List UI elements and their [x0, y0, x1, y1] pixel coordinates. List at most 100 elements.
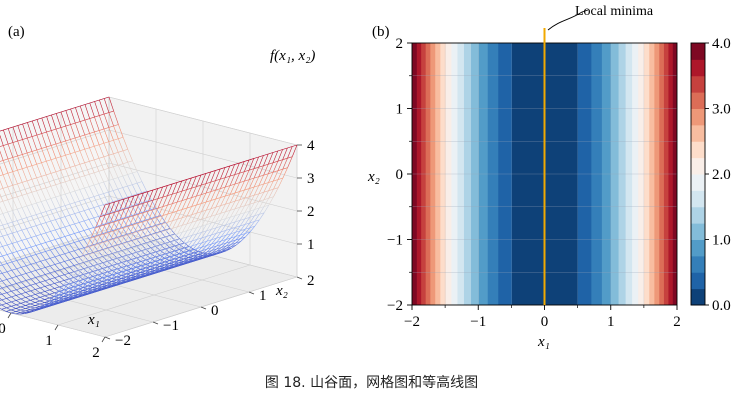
- mesh-line: [239, 181, 245, 192]
- mesh-line: [206, 216, 212, 225]
- mesh-line: [64, 205, 71, 216]
- mesh-line: [153, 225, 159, 235]
- mesh-line: [249, 226, 255, 233]
- mesh-line: [76, 269, 82, 278]
- mesh-line: [50, 173, 56, 185]
- mesh-line: [174, 245, 180, 250]
- mesh-line: [0, 190, 147, 238]
- mesh-line: [16, 231, 22, 241]
- mesh-line: [177, 238, 183, 246]
- mesh-line: [167, 241, 174, 249]
- mesh-line: [40, 223, 46, 234]
- y-tick-label: 1: [396, 102, 404, 118]
- mesh-line: [96, 274, 102, 281]
- mesh-line: [216, 231, 222, 239]
- mesh-line: [7, 186, 13, 199]
- mesh-line: [17, 170, 23, 183]
- mesh-line: [221, 242, 227, 248]
- mesh-line: [40, 287, 46, 292]
- mesh-line: [273, 179, 279, 190]
- mesh-line: [0, 150, 4, 161]
- mesh-line: [112, 211, 118, 221]
- axes-panes: [0, 96, 299, 338]
- mesh-line: [119, 256, 126, 264]
- mesh-line: [235, 234, 241, 241]
- mesh-line: [20, 303, 26, 306]
- mesh-line: [115, 257, 121, 266]
- mesh-line: [287, 146, 293, 159]
- mesh-line: [84, 175, 90, 187]
- mesh-line: [11, 232, 18, 243]
- mesh-line: [54, 283, 60, 288]
- mesh-line: [239, 189, 245, 200]
- colorbar-segment: [691, 239, 705, 257]
- mesh-line: [181, 179, 187, 192]
- mesh-line: [143, 235, 149, 245]
- mesh-line: [11, 309, 16, 312]
- mesh-line: [113, 166, 119, 178]
- mesh-line: [103, 128, 109, 142]
- mesh-line: [114, 220, 120, 231]
- mesh-line: [0, 277, 3, 282]
- mesh-line: [128, 195, 135, 208]
- mesh-line: [112, 201, 118, 211]
- z-tick-label: 1: [307, 237, 315, 253]
- mesh-line: [112, 230, 118, 238]
- mesh-line: [45, 267, 51, 274]
- mesh-line: [132, 184, 138, 195]
- z-tick-label: 3: [307, 171, 315, 187]
- colorbar-segment: [691, 223, 705, 240]
- annotation-leader: [547, 9, 589, 31]
- mesh-line: [26, 238, 32, 248]
- mesh-line: [74, 178, 80, 190]
- mesh-line: [6, 311, 12, 314]
- mesh-line: [113, 125, 119, 139]
- mesh-line: [0, 251, 3, 257]
- mesh-line: [129, 232, 135, 242]
- mesh-line: [78, 275, 84, 280]
- mesh-line: [122, 208, 128, 218]
- mesh-line: [74, 233, 80, 242]
- mesh-line: [6, 298, 12, 303]
- mesh-line: [162, 185, 168, 198]
- mesh-line: [72, 281, 78, 288]
- mesh-line: [69, 203, 75, 214]
- mesh-line: [35, 235, 42, 245]
- mesh-line: [230, 232, 236, 239]
- mesh-line: [191, 186, 197, 198]
- mesh-line: [69, 192, 75, 203]
- mesh-line: [107, 222, 113, 231]
- mesh-line: [11, 301, 17, 306]
- mesh-line: [72, 276, 78, 284]
- mesh-line: [55, 184, 61, 196]
- mesh-line: [235, 225, 241, 233]
- mesh-line: [102, 224, 109, 233]
- mesh-line: [48, 241, 241, 302]
- x-tick: [101, 336, 106, 343]
- mesh-line: [100, 241, 106, 251]
- mesh-line: [51, 130, 57, 145]
- x-tick-label: 1: [607, 314, 615, 330]
- mesh-line: [100, 262, 106, 270]
- colorbar-segment: [691, 288, 705, 306]
- mesh-line: [109, 201, 115, 214]
- mesh-line: [98, 225, 104, 234]
- mesh-line: [0, 291, 3, 295]
- x-tick-label: −2: [404, 314, 420, 330]
- mesh-line: [138, 237, 145, 246]
- mesh-line: [70, 153, 76, 166]
- mesh-line: [83, 230, 89, 239]
- mesh-line: [64, 253, 70, 261]
- mesh-line: [277, 177, 284, 188]
- mesh-line: [79, 177, 85, 189]
- mesh-line: [41, 133, 47, 148]
- mesh-line: [110, 238, 116, 248]
- mesh-line: [57, 231, 251, 293]
- mesh-line: [69, 214, 75, 225]
- mesh-line: [81, 196, 274, 258]
- mesh-line: [12, 185, 18, 197]
- mesh-line: [103, 181, 109, 193]
- z-tick-label: 2: [307, 204, 315, 220]
- mesh-line: [26, 248, 32, 257]
- y-tick: [248, 291, 255, 295]
